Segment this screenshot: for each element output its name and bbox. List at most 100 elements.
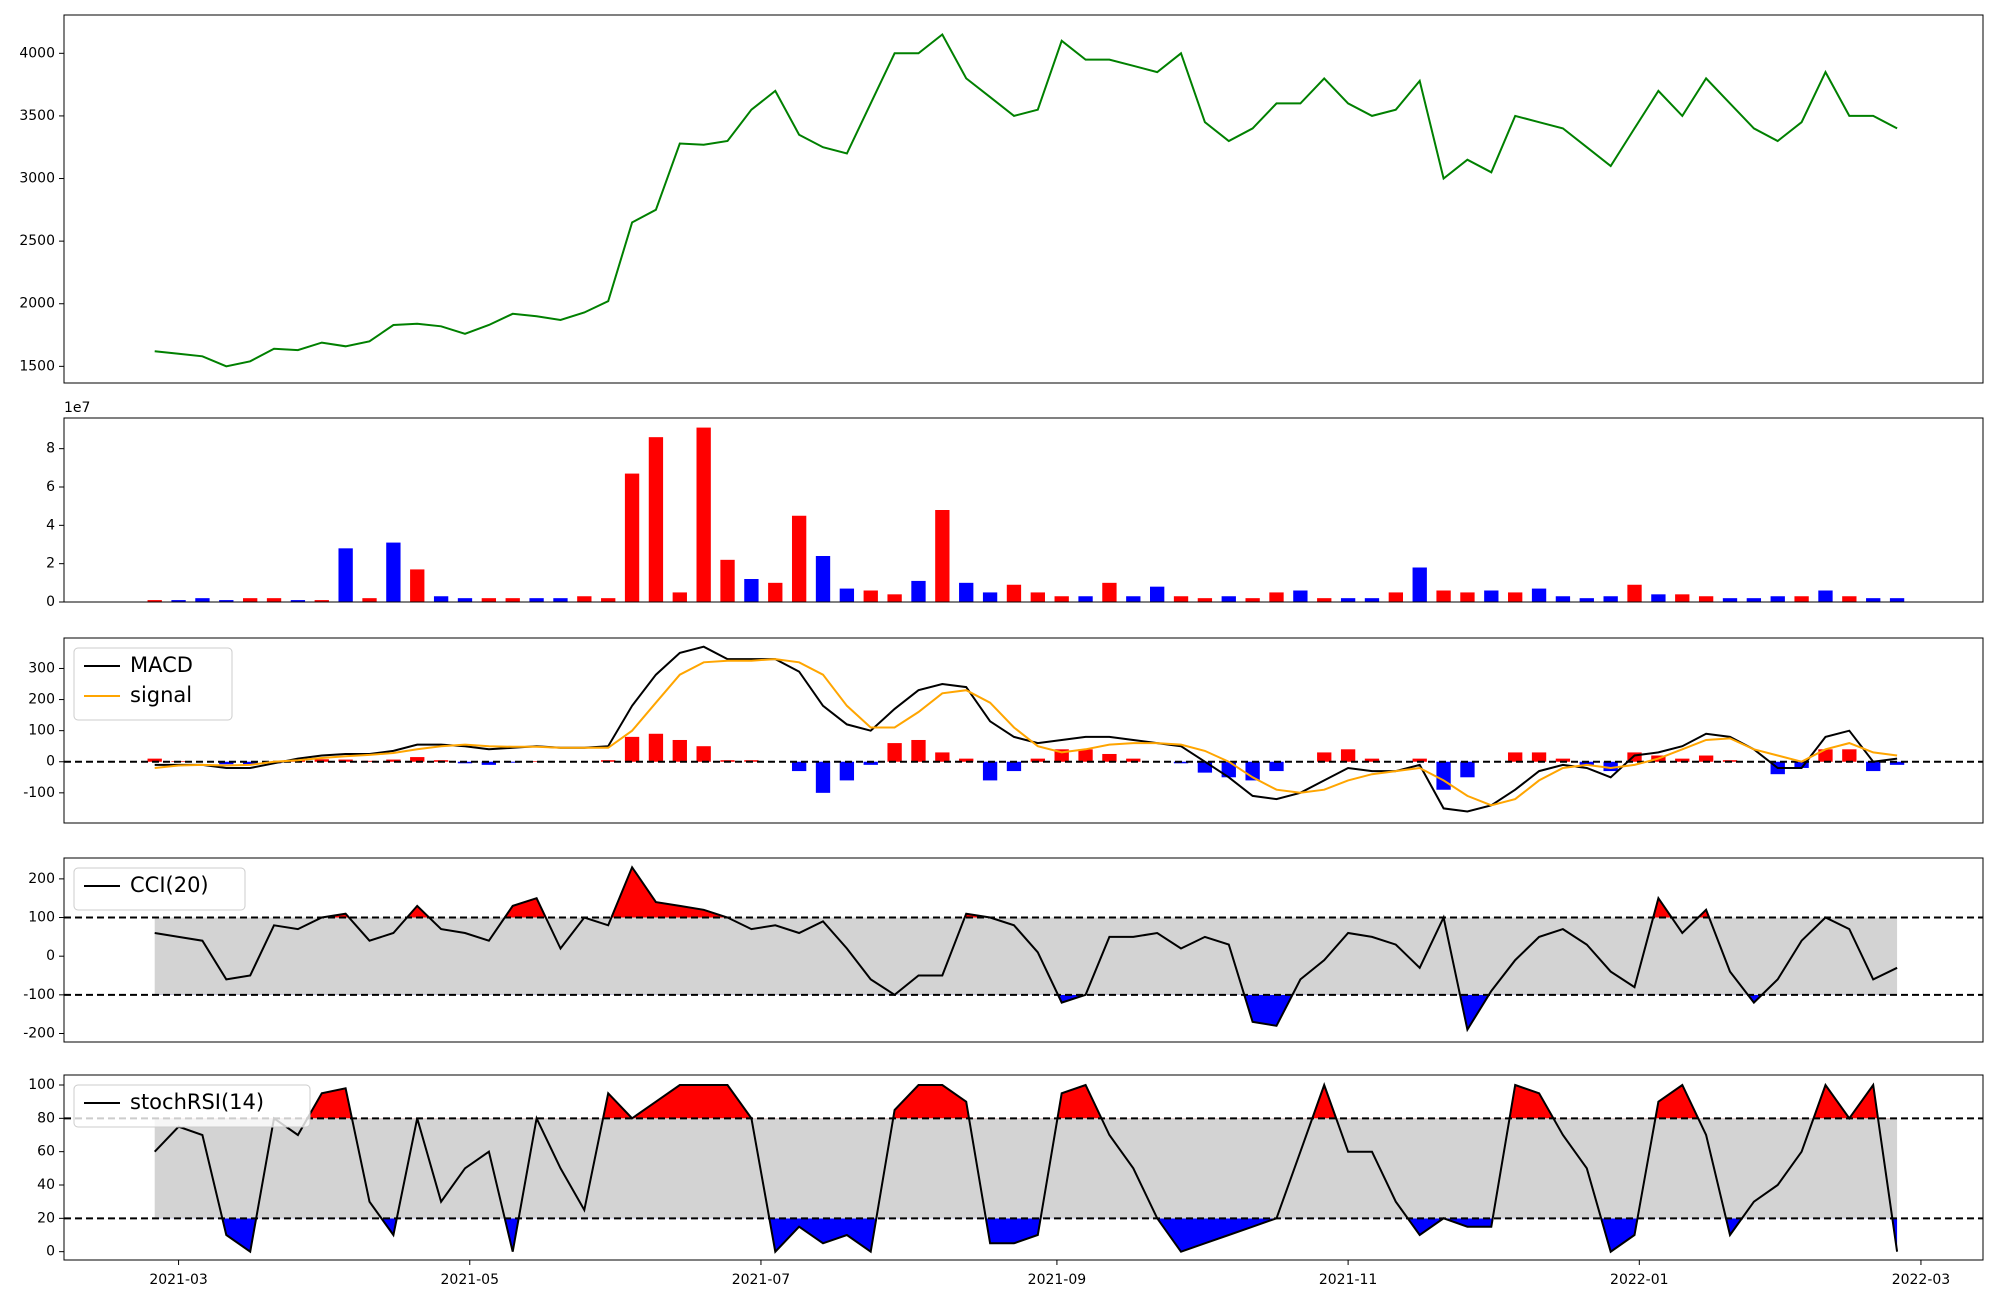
histogram-bar — [624, 736, 640, 762]
y-tick-label: 0 — [46, 594, 55, 610]
panel: -100 0 100 200 300 MACD signal — [23, 637, 1984, 824]
data-line — [154, 645, 1898, 813]
y-tick-label: 4000 — [19, 45, 55, 61]
volume-bar — [1340, 598, 1356, 602]
y-tick-label: 300 — [28, 660, 55, 676]
volume-bar — [1269, 592, 1284, 602]
volume-bar — [624, 473, 640, 602]
volume-bar — [577, 596, 592, 602]
volume-bar — [1126, 596, 1141, 602]
histogram-bar — [982, 761, 998, 781]
histogram-bar — [839, 761, 855, 781]
y-tick-label: 3500 — [19, 108, 55, 124]
y-tick-label: -100 — [23, 987, 55, 1003]
volume-bar — [1698, 596, 1714, 602]
y-tick-label: 20 — [37, 1210, 55, 1226]
x-tick-label: 2022-03 — [1892, 1272, 1951, 1288]
volume-bar — [1889, 598, 1905, 602]
volume-bar — [1484, 590, 1499, 602]
histogram-bar — [1340, 749, 1356, 762]
histogram-bar — [505, 761, 520, 763]
volume-bar — [696, 427, 711, 602]
volume-bar — [171, 600, 186, 602]
histogram-bar — [696, 746, 711, 762]
volume-bar — [362, 598, 377, 602]
volume-bar — [1006, 584, 1022, 602]
histogram-bar — [1889, 761, 1905, 765]
y-tick-label: 200 — [28, 692, 55, 708]
y-tick-label: 3000 — [19, 171, 55, 187]
histogram-bar — [791, 761, 807, 772]
volume-bar — [290, 600, 306, 602]
histogram-bar — [529, 761, 544, 762]
y-tick-label: 6 — [46, 479, 55, 495]
y-tick-label: 0 — [46, 754, 55, 770]
volume-bar — [266, 598, 282, 602]
histogram-bar — [1412, 758, 1427, 762]
y-tick-label: 100 — [28, 1077, 55, 1093]
histogram-bar — [147, 758, 162, 762]
histogram-bar — [1126, 758, 1141, 762]
y-tick-label: 1500 — [19, 358, 55, 374]
histogram-bar — [1818, 749, 1833, 762]
y-tick-label: 100 — [28, 910, 55, 926]
volume-bar — [959, 582, 974, 602]
histogram-bar — [1078, 749, 1093, 762]
volume-bar — [1293, 590, 1308, 602]
upper-fill — [154, 1085, 1898, 1119]
histogram-bar — [1269, 761, 1284, 772]
y-tick-label: 4 — [46, 517, 55, 533]
y-tick-label: 8 — [46, 441, 55, 457]
panel: 1500 2000 2500 3000 3500 4000 — [19, 14, 1984, 384]
volume-bar — [1555, 596, 1571, 602]
histogram-bar — [243, 761, 258, 765]
volume-bar — [672, 592, 687, 602]
y-tick-label: 2000 — [19, 296, 55, 312]
volume-bar — [386, 542, 401, 602]
histogram-bar — [386, 759, 401, 762]
volume-bar — [1197, 598, 1213, 602]
legend-label: CCI(20) — [130, 873, 209, 897]
histogram-bar — [481, 761, 497, 765]
axes-frame — [63, 857, 1984, 1043]
volume-bar — [1842, 596, 1857, 602]
histogram-bar — [1531, 752, 1547, 762]
volume-bar — [1579, 598, 1594, 602]
volume-bar — [1722, 598, 1738, 602]
histogram-bar — [1102, 753, 1117, 762]
histogram-bar — [1794, 761, 1809, 768]
volume-bar — [1866, 598, 1881, 602]
legend-label: stochRSI(14) — [130, 1090, 264, 1114]
histogram-bar — [1460, 761, 1475, 778]
volume-bar — [982, 592, 998, 602]
y-tick-label: 0 — [46, 948, 55, 964]
volume-bar — [433, 596, 449, 602]
histogram-bar — [863, 761, 878, 765]
y-tick-label: -200 — [23, 1025, 55, 1041]
volume-bar — [1054, 596, 1069, 602]
histogram-bar — [815, 761, 831, 793]
x-tick-label: 2022-01 — [1610, 1272, 1669, 1288]
volume-bar — [601, 598, 616, 602]
volume-bar — [410, 569, 425, 602]
volume-bar — [1508, 592, 1523, 602]
histogram-bar — [935, 752, 950, 762]
volume-bar — [911, 580, 926, 602]
axis-offset-label: 1e7 — [64, 400, 90, 416]
x-tick-label: 2021-05 — [441, 1272, 500, 1288]
x-tick-label: 2021-11 — [1319, 1272, 1378, 1288]
histogram-bar — [1436, 761, 1451, 790]
y-tick-label: 2500 — [19, 233, 55, 249]
histogram-bar — [1317, 752, 1332, 762]
axes-frame — [63, 14, 1984, 384]
volume-bar — [1078, 596, 1093, 602]
volume-bar — [1245, 598, 1260, 602]
volume-bar — [553, 598, 568, 602]
histogram-bar — [1364, 758, 1380, 762]
volume-bar — [1531, 588, 1547, 602]
volume-bar — [887, 594, 902, 602]
volume-bar — [1030, 592, 1045, 602]
x-tick-label: 2021-07 — [732, 1272, 791, 1288]
volume-bar — [243, 598, 258, 602]
histogram-bar — [1006, 761, 1022, 772]
